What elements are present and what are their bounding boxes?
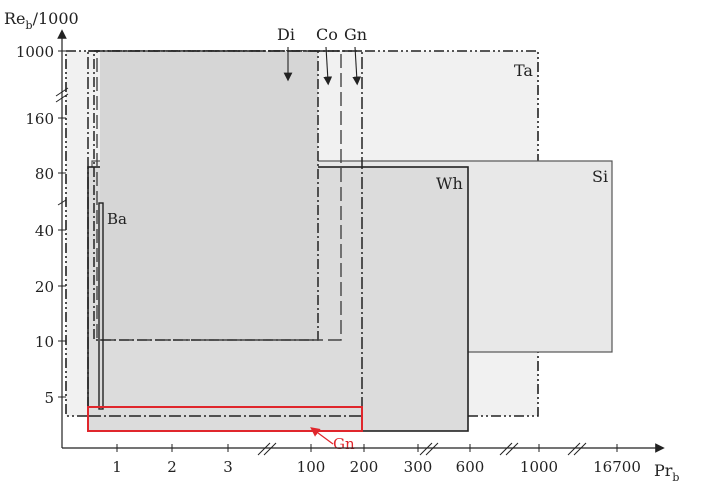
axes: 1000 160 80 40 20 10 5 1 2 3 100 200 300… <box>4 9 679 484</box>
region-co-label: Co <box>316 25 338 44</box>
x-tick-label: 16700 <box>593 458 641 476</box>
y-tick-labels: 1000 160 80 40 20 10 5 <box>16 43 54 407</box>
x-tick-label: 100 <box>297 458 326 476</box>
y-break-1 <box>55 87 69 103</box>
x-tick-labels: 1 2 3 100 200 300 600 1000 16700 <box>112 458 641 476</box>
y-tick-label: 1000 <box>16 43 54 61</box>
x-axis-title: Prb <box>654 461 679 484</box>
y-ticks <box>58 50 66 398</box>
region-ba: Ba <box>98 202 127 410</box>
region-di <box>93 50 319 341</box>
x-tick-label: 300 <box>404 458 433 476</box>
region-ba-label: Ba <box>107 210 127 228</box>
region-gn-low-label: Gn <box>333 435 355 453</box>
co-arrow <box>323 46 333 86</box>
x-tick-label: 200 <box>350 458 379 476</box>
y-tick-label: 160 <box>25 110 54 128</box>
y-tick-label: 10 <box>35 333 54 351</box>
region-si-label: Si <box>592 167 608 186</box>
top-labels: Di Co Gn <box>277 25 367 86</box>
y-tick-label: 20 <box>35 278 54 296</box>
y-break-2 <box>57 199 67 206</box>
x-tick-label: 2 <box>167 458 177 476</box>
x-ticks <box>116 444 618 452</box>
x-break-1 <box>257 442 277 456</box>
region-wh-label: Wh <box>436 174 463 193</box>
y-tick-label: 80 <box>35 165 54 183</box>
region-di-label: Di <box>277 25 295 44</box>
x-break-3 <box>499 442 519 456</box>
gn-arrow <box>352 46 362 86</box>
y-axis-title: Reb/1000 <box>4 9 79 32</box>
x-tick-label: 3 <box>223 458 233 476</box>
region-gn-label: Gn <box>344 25 367 44</box>
y-tick-label: 40 <box>35 222 54 240</box>
x-break-4 <box>567 442 587 456</box>
x-tick-label: 1 <box>112 458 122 476</box>
x-break-2 <box>419 442 439 456</box>
region-gn <box>87 50 363 417</box>
region-ta-label: Ta <box>514 61 533 80</box>
y-tick-label: 5 <box>44 389 54 407</box>
x-tick-label: 1000 <box>520 458 558 476</box>
x-tick-label: 600 <box>456 458 485 476</box>
